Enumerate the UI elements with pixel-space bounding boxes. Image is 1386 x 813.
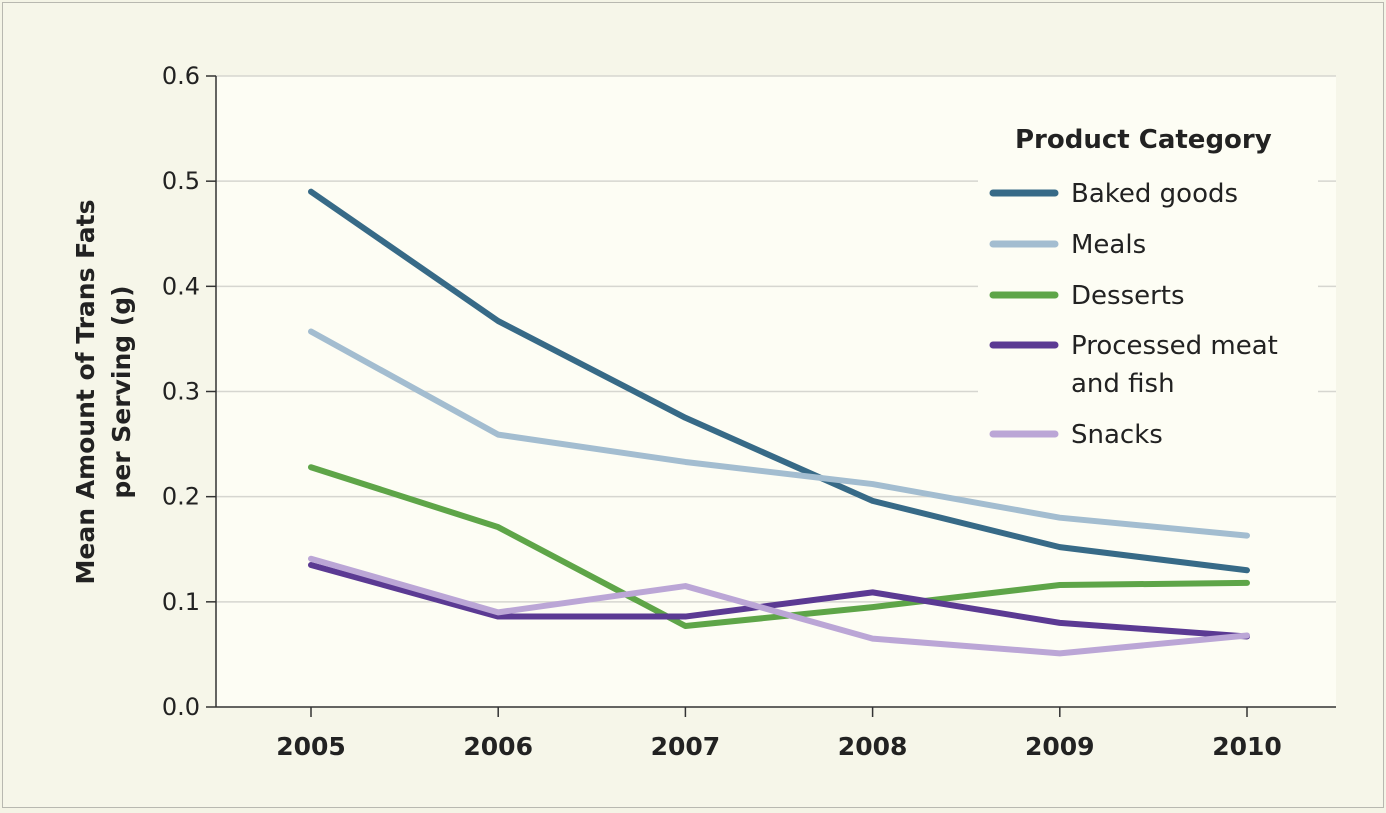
legend-label: Snacks [1071, 420, 1163, 450]
legend-label: Desserts [1071, 281, 1185, 311]
x-tick-label: 2007 [651, 732, 721, 761]
series-line-snacks [308, 555, 1250, 657]
series-line-processed-meat-and-fish [308, 562, 1250, 640]
legend-label: and fish [1071, 369, 1175, 399]
legend-label: Baked goods [1071, 179, 1238, 209]
series-line-desserts [308, 464, 1250, 630]
legend-label: Processed meat [1071, 331, 1278, 361]
series-line-meals [308, 328, 1250, 539]
series-line-baked-goods [308, 188, 1250, 574]
x-tick-label: 2006 [463, 732, 533, 761]
y-tick-label: 0.5 [162, 167, 200, 195]
y-tick-label: 0.0 [162, 693, 200, 721]
y-axis-label: per Serving (g) [107, 285, 136, 498]
legend-box [978, 113, 1318, 463]
y-tick-label: 0.4 [162, 272, 200, 300]
y-tick-label: 0.1 [162, 588, 200, 616]
y-tick-label: 0.6 [162, 62, 200, 90]
legend-label: Meals [1071, 230, 1146, 260]
line-chart: 0.0 0.1 0.2 0.3 0.4 0.5 0.6 2005 2006 2007 2008 200… [71, 62, 1336, 761]
x-tick-label: 2009 [1025, 732, 1095, 761]
y-tick-label: 0.2 [162, 483, 200, 511]
x-tick-label: 2010 [1212, 732, 1282, 761]
x-tick-label: 2005 [276, 732, 346, 761]
legend-title: Product Category [1015, 125, 1272, 155]
y-tick-label: 0.3 [162, 378, 200, 406]
y-axis-label: Mean Amount of Trans Fats [71, 200, 100, 585]
x-tick-label: 2008 [838, 732, 908, 761]
